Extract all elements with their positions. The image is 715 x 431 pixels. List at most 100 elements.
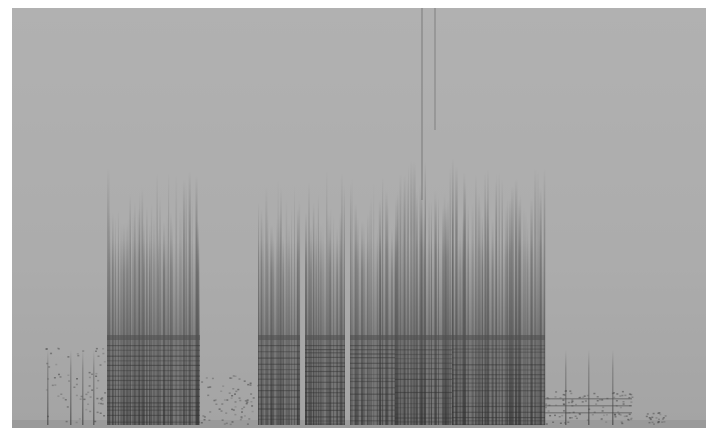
streak [459,222,460,425]
harmonic [305,357,345,358]
noise-dot [545,403,547,405]
noise-dot [656,417,658,419]
harmonic [305,416,345,417]
noise-dot [235,391,237,393]
noise-dot [621,423,623,425]
streak [146,206,148,425]
streak [120,223,122,425]
noise-dot [221,403,223,405]
noise-dot [549,415,551,417]
harmonic [350,374,395,375]
noise-dot [68,380,70,382]
noise-dot [67,375,69,377]
noise-dot [252,411,254,413]
streak [179,206,182,425]
noise-dot [91,374,93,376]
noise-dot [224,399,226,401]
noise-dot [89,372,91,374]
noise-dot [57,395,59,397]
noise-dot [665,415,667,417]
streak [350,184,351,426]
noise-dot [234,414,236,416]
noise-dot [201,422,203,424]
noise-dot [584,395,586,397]
streak [369,205,370,425]
harmonic [395,392,452,393]
noise-dot [233,409,235,411]
noise-dot [614,414,616,416]
harmonic [452,364,545,365]
harmonic [452,352,545,353]
noise-dot [651,417,653,419]
streak [273,233,274,426]
noise-dot [663,417,665,419]
harmonic [305,376,345,377]
noise-dot [104,392,106,394]
noise-dot [66,421,68,423]
noise-dot [658,421,660,423]
streak [387,203,388,425]
noise-dot [100,364,102,366]
streak [118,210,119,425]
noise-dot [73,387,75,389]
noise-dot [575,416,577,418]
noise-dot [626,415,628,417]
streak [402,189,403,425]
streak [320,224,322,425]
noise-dot [98,356,100,358]
harmonic [350,405,395,406]
noise-dot [91,389,93,391]
streak [156,173,158,425]
streak [515,179,518,425]
noise-dot [631,397,633,399]
noise-dot [567,422,569,424]
streak [280,187,282,425]
harmonic [452,378,545,379]
noise-dot [623,401,625,403]
noise-dot [102,348,104,350]
harmonic [395,373,452,374]
harmonic [305,366,345,367]
noise-dot [546,423,548,425]
noise-dot [601,418,603,420]
streak [263,220,264,425]
harmonic [258,404,300,405]
streak [452,211,453,425]
streak [136,223,137,426]
harmonic [258,364,300,365]
noise-dot [561,415,563,417]
harmonic [395,354,452,355]
noise-dot [67,356,69,358]
streak [523,207,525,426]
noise-dot [89,385,91,387]
noise-dot [204,416,206,418]
streak [341,173,343,425]
streak [482,215,483,425]
harmonic [395,368,452,369]
noise-dot [237,389,239,391]
streak [355,203,357,425]
streak [502,180,503,425]
noise-dot [616,393,618,395]
streak [123,223,125,425]
harmonic [107,406,200,407]
harmonic [452,390,545,391]
noise-dot [239,400,241,402]
harmonic [305,362,345,363]
harmonic [452,357,545,358]
streak [261,209,263,425]
harmonic [452,386,545,387]
harmonic [305,388,345,389]
harmonic [350,381,395,382]
noise-dot [606,414,608,416]
harmonic [305,352,345,353]
noise-dot [246,401,248,403]
streak [333,215,334,425]
noise-dot [101,400,103,402]
streak [472,202,474,425]
streak [380,235,381,425]
harmonic [258,419,300,420]
noise-dot [77,353,79,355]
streak [270,224,272,425]
noise-dot [215,404,217,406]
